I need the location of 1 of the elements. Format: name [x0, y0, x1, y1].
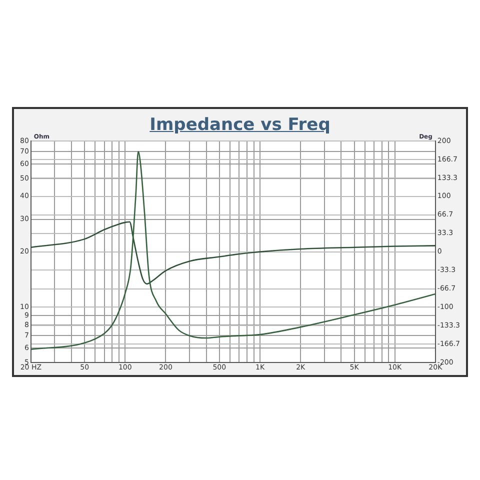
chart-title: Impedance vs Freq [150, 115, 330, 135]
